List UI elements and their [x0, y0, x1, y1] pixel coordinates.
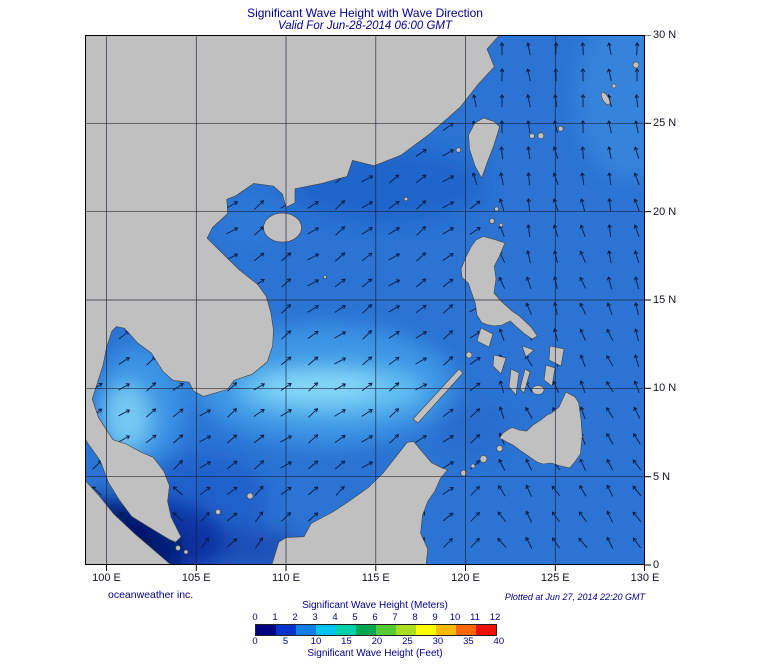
- lat-label: 30 N: [653, 29, 677, 41]
- island-okinawa: [600, 92, 611, 106]
- colorbar-segment: [336, 625, 356, 635]
- island-miyako: [557, 125, 564, 132]
- colorbar-segment: [256, 625, 276, 635]
- colorbar-segment: [316, 625, 336, 635]
- feet-tick: 35: [463, 636, 474, 647]
- meters-tick: 12: [489, 612, 501, 623]
- island-paracel: [323, 275, 327, 279]
- island-batanes: [494, 206, 499, 212]
- island-leyte: [543, 364, 556, 387]
- meters-tick: 9: [432, 612, 438, 623]
- colorbar-segment: [456, 625, 476, 635]
- island-riau-2: [183, 549, 189, 555]
- island-samar: [548, 345, 565, 367]
- island-penghu: [455, 147, 462, 153]
- meters-tick: 5: [352, 612, 358, 623]
- island-riau-1: [175, 545, 181, 551]
- plotted-timestamp: Plotted at Jun 27, 2014 22:20 GMT: [504, 592, 645, 602]
- legend-feet-label: Significant Wave Height (Feet): [307, 648, 443, 659]
- meters-tick: 1: [272, 612, 278, 623]
- legend-meters-ticks: 0 1 2 3 4 5 6 7 8 9 10 11 12: [252, 612, 500, 624]
- island-hainan: [263, 212, 302, 243]
- island-jolo: [479, 455, 488, 463]
- lat-label: 10 N: [653, 382, 677, 395]
- island-ryukyu-1: [611, 83, 617, 89]
- meters-tick: 2: [292, 612, 298, 623]
- colorbar-segment: [296, 625, 316, 635]
- feet-tick: 20: [371, 636, 383, 647]
- meters-tick: 11: [470, 612, 480, 623]
- lon-label: 120 E: [451, 572, 480, 584]
- colorbar-segment: [356, 625, 376, 635]
- meters-tick: 10: [449, 612, 461, 623]
- island-taiwan: [468, 117, 500, 179]
- meters-tick: 7: [392, 612, 398, 623]
- island-luzon: [460, 236, 538, 340]
- lon-label: 125 E: [540, 572, 570, 584]
- legend-meters-label: Significant Wave Height (Meters): [302, 600, 448, 611]
- colorbar-segment: [436, 625, 456, 635]
- lat-label: 5 N: [653, 470, 671, 483]
- island-babuyan-1: [489, 218, 495, 224]
- meters-tick: 4: [332, 612, 338, 623]
- lon-label: 115 E: [361, 572, 390, 584]
- island-pratas: [403, 196, 409, 202]
- island-masbate: [521, 345, 535, 358]
- map-frame: [85, 35, 645, 565]
- island-ishigaki: [537, 132, 545, 139]
- lon-label: 110 E: [272, 572, 300, 584]
- land-masses: [85, 35, 640, 565]
- island-iriomote: [529, 133, 535, 139]
- island-calamian: [465, 351, 473, 359]
- lat-label: 15 N: [653, 293, 677, 306]
- meters-tick: 0: [252, 612, 258, 623]
- meters-tick: 6: [372, 612, 378, 623]
- land-asia-mainland: [85, 35, 501, 543]
- island-mindoro: [476, 327, 494, 348]
- island-babuyan-2: [498, 222, 504, 228]
- island-natuna: [246, 492, 254, 500]
- colorbar-segment: [476, 625, 496, 635]
- island-ryukyu-2: [632, 61, 640, 69]
- lat-label: 20 N: [653, 205, 677, 218]
- feet-tick: 25: [402, 636, 413, 647]
- legend-feet-ticks: 0 5 10 15 20 25 30 35 40: [252, 636, 504, 648]
- lon-label: 130 E: [630, 572, 660, 584]
- island-borneo: [271, 441, 449, 565]
- island-cebu: [519, 368, 531, 394]
- feet-tick: 0: [252, 636, 258, 647]
- island-mindanao: [499, 391, 583, 469]
- island-basilan: [496, 445, 503, 452]
- credit-text: oceanweather inc.: [108, 589, 194, 601]
- feet-tick: 10: [310, 636, 322, 647]
- island-anambas: [215, 509, 221, 515]
- colorbar-segment: [416, 625, 436, 635]
- meters-tick: 3: [312, 612, 318, 623]
- meters-tick: 8: [412, 612, 418, 623]
- legend-colorbar: [255, 624, 497, 636]
- island-panay: [492, 354, 507, 375]
- feet-tick: 40: [493, 636, 505, 647]
- feet-tick: 30: [432, 636, 444, 647]
- lon-label: 105 E: [181, 572, 211, 584]
- lat-label: 25 N: [653, 117, 677, 130]
- island-palawan: [412, 368, 464, 424]
- graticule: [85, 35, 645, 565]
- chart-subtitle: Valid For Jun-28-2014 06:00 GMT: [277, 20, 453, 32]
- feet-tick: 5: [282, 636, 289, 647]
- wave-map: [85, 35, 651, 571]
- chart-title: Significant Wave Height with Wave Direct…: [247, 6, 483, 20]
- colorbar-segment: [376, 625, 396, 635]
- island-bohol: [531, 385, 545, 395]
- lat-label: 0: [653, 558, 660, 571]
- feet-tick: 15: [341, 636, 352, 647]
- colorbar-segment: [276, 625, 296, 635]
- axis-ticks: [106, 35, 651, 571]
- island-sulu: [470, 463, 476, 469]
- lon-label: 100 E: [92, 572, 121, 584]
- colorbar-segment: [396, 625, 416, 635]
